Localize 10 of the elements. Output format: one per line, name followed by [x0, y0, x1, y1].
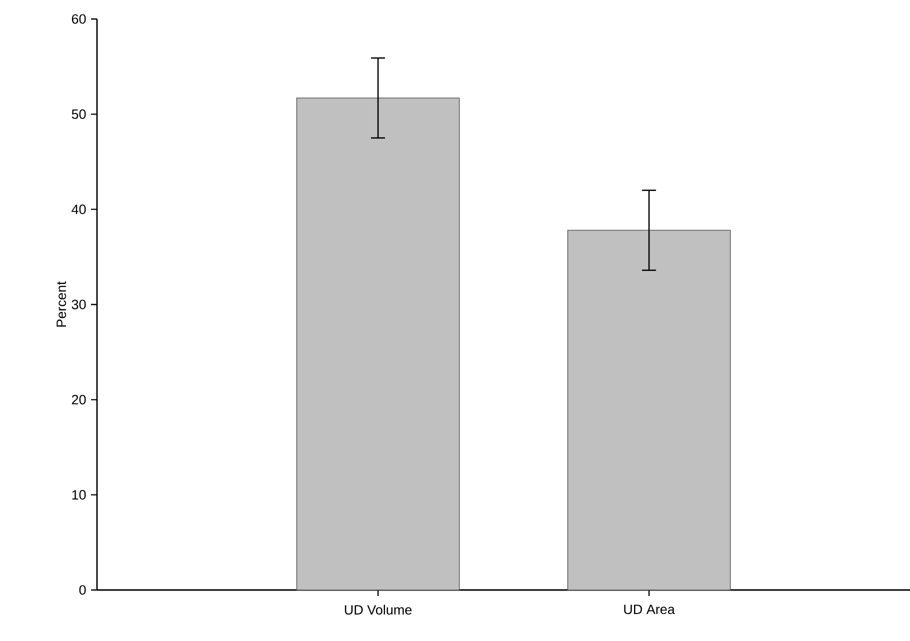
- y-tick-label: 10: [72, 490, 86, 500]
- x-tick-label: UD Volume: [344, 604, 412, 615]
- y-axis-title: Percent: [56, 281, 66, 327]
- y-tick-label: 20: [72, 394, 86, 404]
- y-tick-label: 30: [72, 300, 86, 310]
- x-tick-label: UD Area: [624, 604, 675, 614]
- y-tick-label: 50: [72, 109, 86, 119]
- y-tick-label: 0: [79, 585, 86, 595]
- y-tick-label: 60: [72, 14, 86, 24]
- y-tick-label: 40: [72, 204, 86, 214]
